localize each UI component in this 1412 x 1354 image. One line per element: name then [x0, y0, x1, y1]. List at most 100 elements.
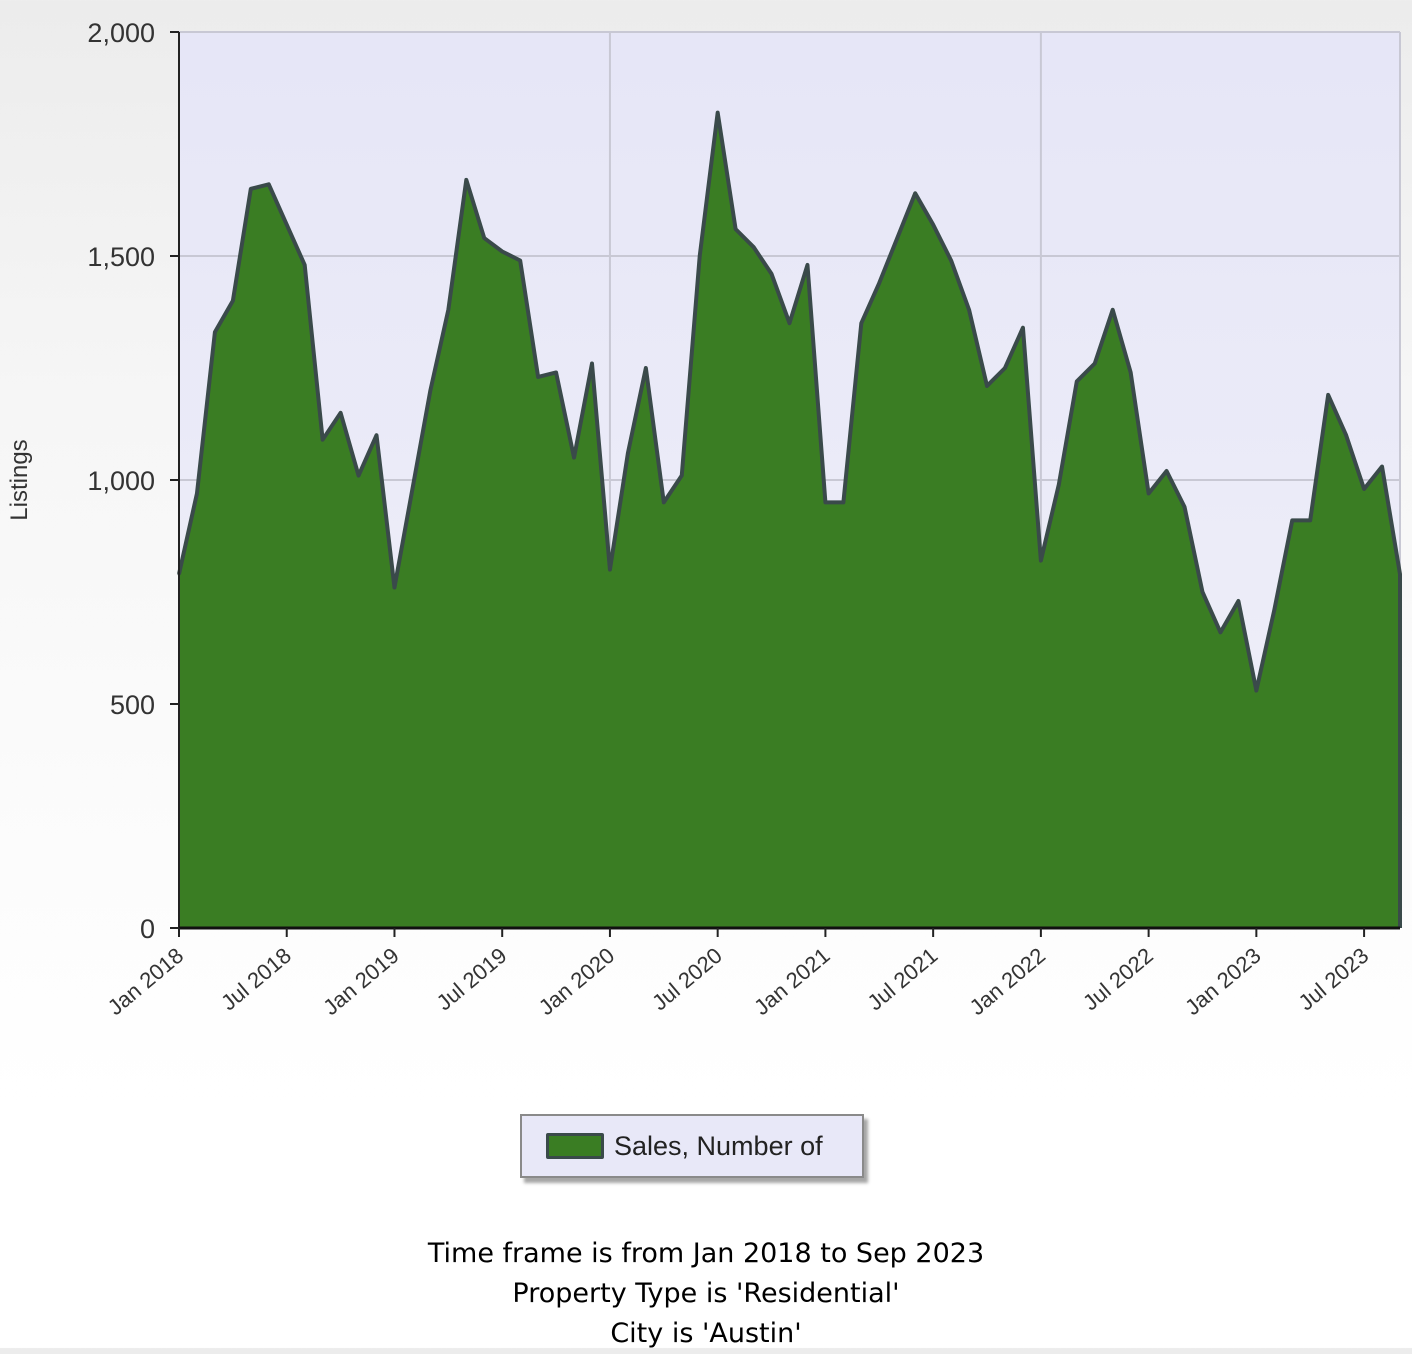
data-point	[518, 258, 522, 262]
data-point	[770, 272, 774, 276]
data-point	[1039, 559, 1043, 563]
data-point	[195, 491, 199, 495]
data-point	[662, 500, 666, 504]
x-tick-label: Jan 2020	[534, 943, 619, 1020]
data-point	[788, 321, 791, 325]
data-point	[249, 187, 253, 191]
data-point	[1380, 465, 1384, 469]
data-point	[644, 366, 648, 370]
y-tick-label: 1,500	[87, 242, 155, 272]
x-tick-label: Jul 2023	[1294, 943, 1374, 1016]
data-point	[698, 254, 702, 258]
data-point	[1147, 491, 1151, 495]
data-point	[716, 111, 720, 115]
data-point	[357, 474, 361, 478]
data-point	[985, 384, 989, 388]
data-point	[1003, 366, 1007, 370]
data-point	[859, 321, 863, 325]
x-tick-label: Jul 2019	[432, 943, 512, 1016]
data-point	[303, 263, 307, 267]
data-point	[1183, 505, 1187, 509]
y-axis-title: Listings	[6, 439, 33, 520]
data-point	[375, 433, 379, 437]
series-area	[179, 112, 1400, 928]
axes	[170, 31, 1400, 937]
data-point	[1129, 370, 1133, 374]
y-tick-label: 1,000	[87, 466, 155, 496]
data-point	[1308, 518, 1312, 522]
x-tick-label: Jan 2021	[749, 943, 834, 1020]
data-point	[392, 586, 396, 590]
data-point	[1165, 469, 1169, 473]
data-point	[1272, 608, 1276, 612]
data-point	[1254, 689, 1258, 693]
data-point	[410, 487, 414, 491]
data-point	[823, 500, 827, 504]
data-point	[913, 191, 917, 195]
data-point	[482, 236, 486, 240]
data-point	[231, 299, 235, 303]
data-point	[841, 500, 845, 504]
y-tick-label: 500	[110, 690, 155, 720]
x-tick-label: Jul 2021	[863, 943, 943, 1016]
data-point	[321, 438, 325, 442]
data-point	[464, 178, 468, 182]
data-point	[339, 411, 343, 415]
legend-label: Sales, Number of	[614, 1130, 823, 1161]
data-point	[1075, 379, 1079, 383]
x-tick-label: Jan 2022	[965, 943, 1050, 1020]
data-point	[1093, 362, 1097, 366]
data-point	[805, 263, 809, 267]
data-point	[428, 388, 432, 392]
x-tick-label: Jul 2018	[216, 943, 296, 1016]
y-tick-labels: 0 500 1,000 1,500 2,000	[87, 18, 155, 944]
x-tick-labels: Jan 2018 Jul 2018 Jan 2019 Jul 2019 Jan 2020…	[103, 943, 1374, 1020]
caption-timeframe: Time frame is from Jan 2018 to Sep 2023	[427, 1238, 985, 1269]
data-point	[590, 362, 594, 366]
data-point	[752, 245, 756, 249]
data-point	[1057, 482, 1061, 486]
data-point	[1290, 518, 1294, 522]
data-point	[572, 456, 576, 460]
data-point	[931, 223, 935, 227]
data-point	[536, 375, 540, 379]
data-point	[1218, 630, 1222, 634]
x-tick-label: Jan 2023	[1180, 943, 1265, 1020]
x-tick-label: Jan 2018	[103, 943, 188, 1020]
series-area-layer	[177, 110, 1402, 928]
caption-city: City is 'Austin'	[610, 1318, 802, 1349]
caption-property-type: Property Type is 'Residential'	[512, 1278, 900, 1309]
legend: Sales, Number of	[520, 1114, 864, 1178]
data-point	[500, 250, 504, 254]
data-point	[877, 281, 881, 285]
data-point	[1344, 433, 1348, 437]
legend-swatch	[546, 1133, 604, 1159]
data-point	[895, 236, 899, 240]
data-point	[1111, 308, 1115, 312]
data-point	[1326, 393, 1330, 397]
data-point	[949, 258, 953, 262]
data-point	[626, 451, 630, 455]
data-point	[554, 370, 558, 374]
data-point	[680, 474, 684, 478]
data-point	[1398, 572, 1402, 576]
chart-caption: Time frame is from Jan 2018 to Sep 2023 …	[0, 1234, 1412, 1354]
data-point	[967, 308, 971, 312]
data-point	[608, 568, 612, 572]
data-point	[285, 223, 289, 227]
y-tick-label: 2,000	[87, 18, 155, 48]
data-point	[1236, 599, 1240, 603]
x-tick-label: Jan 2019	[318, 943, 403, 1020]
x-tick-label: Jul 2022	[1078, 943, 1158, 1016]
data-point	[1021, 326, 1025, 330]
data-point	[1362, 487, 1366, 491]
data-point	[267, 182, 271, 186]
data-point	[446, 308, 450, 312]
data-point	[213, 330, 217, 334]
x-tick-label: Jul 2020	[647, 943, 727, 1016]
series-line	[177, 110, 1402, 928]
y-tick-label: 0	[140, 914, 155, 944]
data-point	[734, 227, 738, 231]
data-point	[1200, 590, 1204, 594]
